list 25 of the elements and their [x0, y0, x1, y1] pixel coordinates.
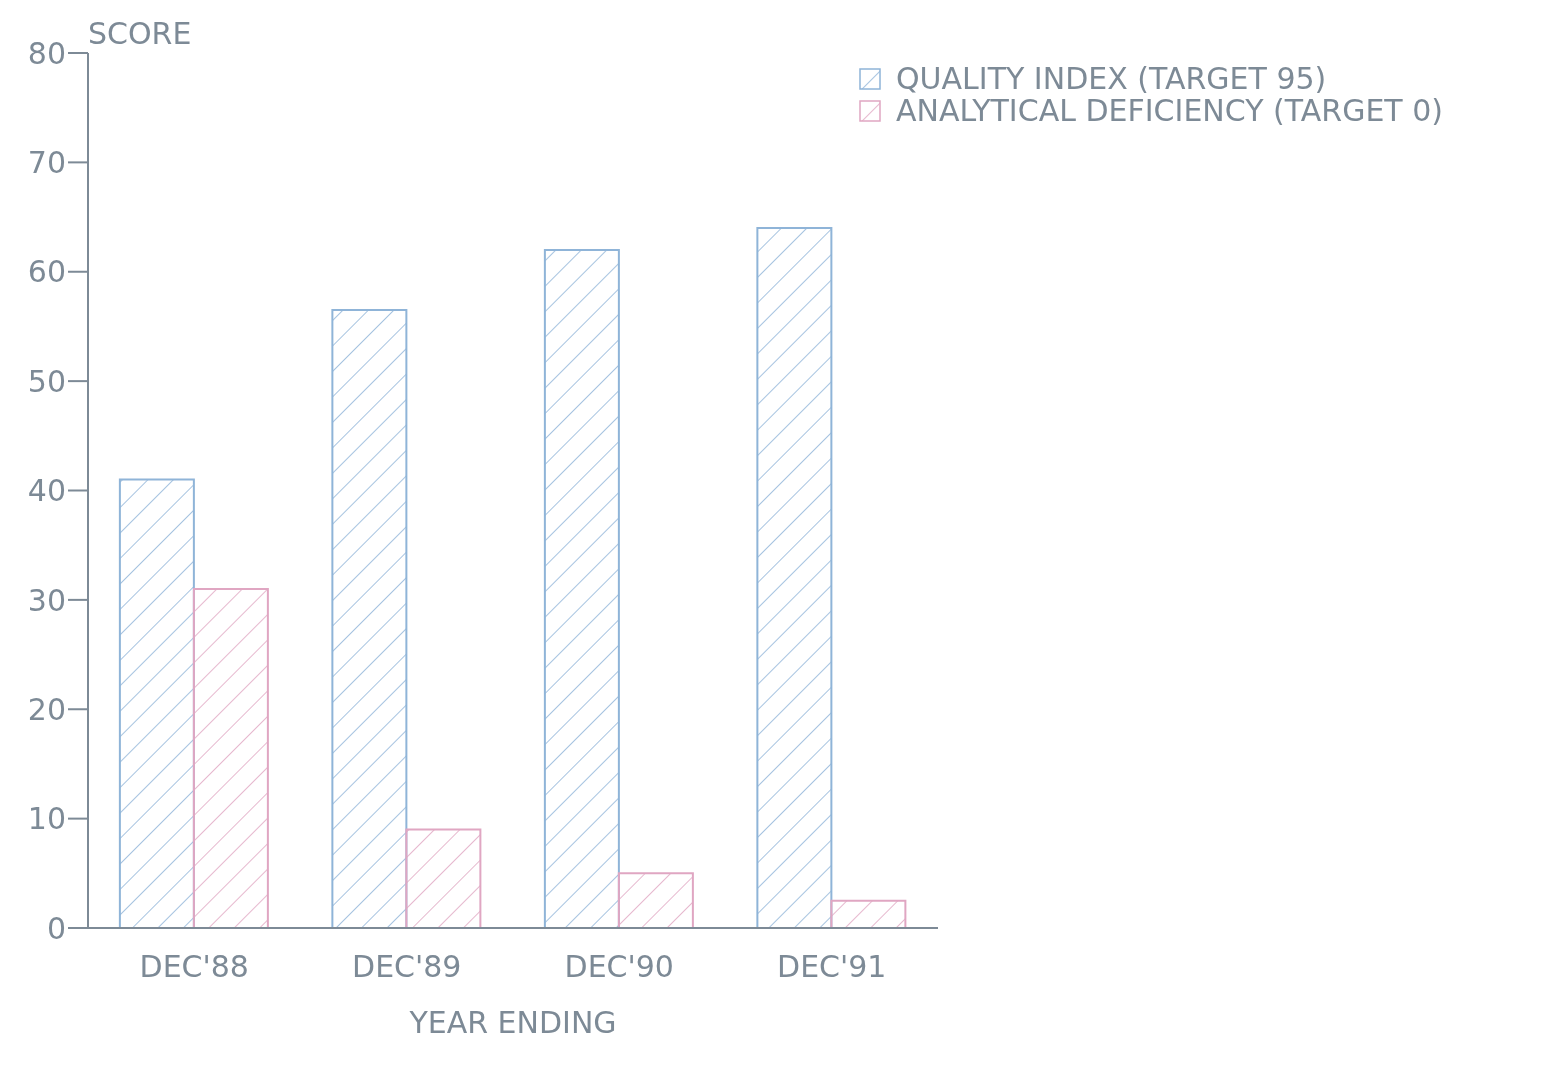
- y-tick-label: 20: [27, 691, 66, 727]
- y-tick-label: 50: [27, 363, 66, 399]
- bar: [543, 248, 620, 928]
- y-tick-label: 30: [27, 582, 66, 618]
- y-tick-label: 60: [27, 254, 66, 290]
- y-tick-label: 40: [27, 473, 66, 509]
- legend-label: QUALITY INDEX (TARGET 95): [896, 61, 1327, 96]
- bar: [830, 899, 907, 928]
- y-axis-title: SCORE: [88, 16, 192, 51]
- x-tick-label: DEC'91: [777, 949, 887, 985]
- y-tick-label: 70: [27, 145, 66, 181]
- x-axis-title: YEAR ENDING: [408, 1005, 617, 1040]
- y-tick-label: 10: [27, 801, 66, 837]
- x-tick-label: DEC'88: [139, 949, 249, 985]
- x-tick-label: DEC'90: [564, 949, 674, 985]
- y-tick-label: 0: [46, 910, 66, 946]
- bar: [118, 478, 195, 928]
- bar: [405, 828, 482, 928]
- legend-label: ANALYTICAL DEFICIENCY (TARGET 0): [896, 93, 1443, 128]
- bar: [617, 872, 694, 928]
- y-tick-label: 80: [27, 35, 66, 71]
- bar: [331, 309, 408, 928]
- bar: [756, 227, 833, 928]
- x-tick-label: DEC'89: [352, 949, 462, 985]
- bar: [192, 587, 269, 928]
